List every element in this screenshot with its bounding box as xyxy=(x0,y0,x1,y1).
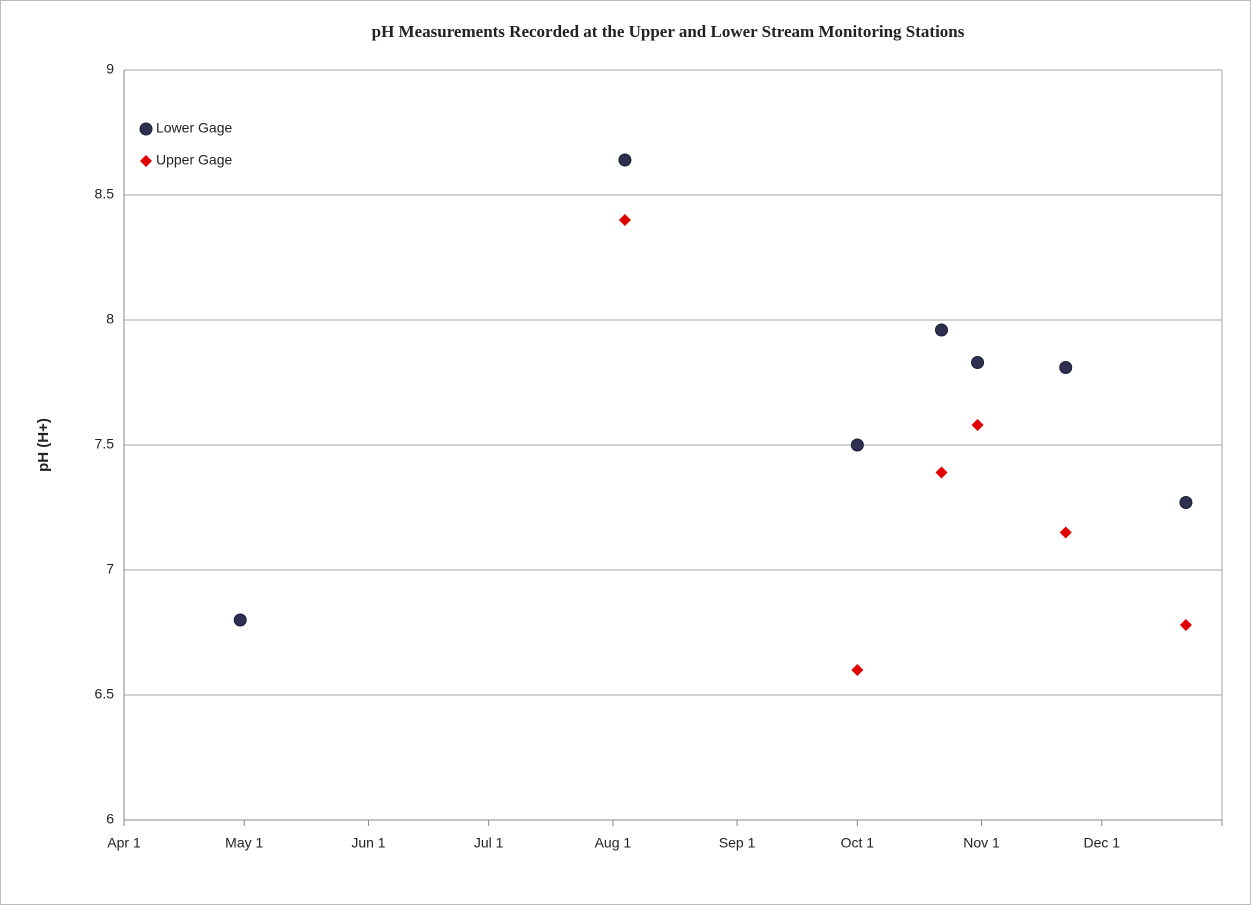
point xyxy=(1179,496,1193,509)
x-tick-label: May 1 xyxy=(225,835,263,851)
legend-marker xyxy=(140,155,152,167)
y-tick-label: 9 xyxy=(106,61,114,77)
point xyxy=(618,153,632,167)
x-tick-label: Sep 1 xyxy=(719,835,756,851)
point xyxy=(935,466,948,479)
point xyxy=(971,356,985,369)
point xyxy=(233,613,247,627)
legend-marker xyxy=(139,122,153,136)
point xyxy=(851,664,864,676)
y-tick-label: 8 xyxy=(106,311,114,327)
point xyxy=(1059,361,1073,374)
x-tick-label: Aug 1 xyxy=(595,835,632,851)
y-tick-label: 6.5 xyxy=(95,686,115,702)
x-tick-label: Dec 1 xyxy=(1083,835,1120,851)
point xyxy=(971,419,984,431)
y-axis-label: pH (H+) xyxy=(35,418,52,472)
y-tick-label: 7.5 xyxy=(95,436,115,452)
x-tick-label: Nov 1 xyxy=(963,835,1000,851)
y-tick-label: 6 xyxy=(106,811,114,827)
point xyxy=(934,323,948,337)
point xyxy=(1179,619,1192,631)
x-tick-label: Apr 1 xyxy=(107,835,141,851)
legend-label: Lower Gage xyxy=(156,120,232,136)
legend-label: Upper Gage xyxy=(156,152,232,168)
x-tick-label: Oct 1 xyxy=(841,835,875,851)
point xyxy=(618,214,631,226)
y-tick-label: 8.5 xyxy=(95,186,115,202)
y-tick-label: 7 xyxy=(106,561,114,577)
chart-title: pH Measurements Recorded at the Upper an… xyxy=(372,22,965,41)
x-tick-label: Jul 1 xyxy=(474,835,504,851)
x-tick-label: Jun 1 xyxy=(351,835,385,851)
point xyxy=(1059,526,1072,539)
point xyxy=(850,438,864,452)
